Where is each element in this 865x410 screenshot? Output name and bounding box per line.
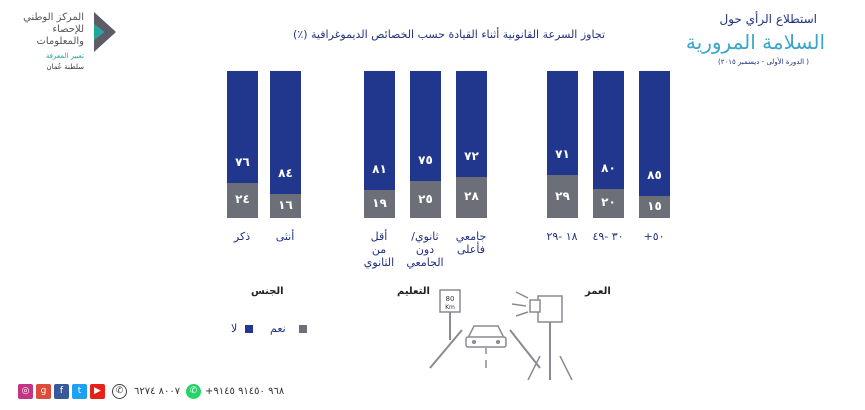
bar-stack: ٧٦ ٢٤ (227, 71, 258, 218)
legend-label-yes: نعم (270, 322, 286, 335)
data-label-no: ٧١ (555, 147, 570, 162)
data-label-yes: ٢٨ (464, 189, 479, 204)
bar-segment-yes (270, 194, 301, 218)
logo-tagline: تعبير المعرفة (45, 52, 84, 60)
bar-stack: ٨٠ ٢٠ (593, 71, 624, 218)
data-label-yes: ٢٠ (601, 195, 616, 210)
instagram-icon[interactable]: ◎ (18, 384, 33, 399)
bar-stack: ٨٤ ١٦ (270, 71, 301, 218)
data-label-no: ٧٥ (418, 153, 433, 168)
survey-title: استطلاع الرأي حول (719, 12, 817, 26)
group-label-age: العمر (585, 286, 611, 297)
logo-org-name: المركز الوطني للإحصاء والمعلومات (23, 12, 84, 47)
bar-segment-yes (593, 188, 624, 218)
speed-limit-value: 80 (446, 295, 455, 303)
bar-segment-no (227, 71, 258, 183)
whatsapp-number: +٩٦٨ ٩١٤٥٠ ٩١٤٥ (205, 386, 285, 397)
category-label: جامعي فأعلى (455, 230, 487, 256)
category-label: ٥٠+ (643, 230, 665, 243)
bar-segment-no (639, 71, 670, 196)
data-label-no: ٨١ (372, 162, 387, 177)
bar-segment-yes (547, 175, 578, 218)
data-label-no: ٨٤ (278, 166, 293, 181)
road-illustration: 80 Km (429, 289, 573, 381)
legend-swatch-yes (299, 325, 307, 333)
legend-label-no: لا (231, 322, 238, 335)
youtube-icon[interactable]: ▶ (90, 384, 105, 399)
category-label: ٣٠ -٤٩ (592, 230, 624, 243)
category-label: ١٨ -٢٩ (546, 230, 578, 243)
category-label: أنثى (275, 230, 295, 243)
bar-segment-no (410, 71, 441, 182)
bar-segment-yes (364, 190, 395, 218)
twitter-icon[interactable]: t (72, 384, 87, 399)
legend-swatch-no (245, 325, 253, 333)
category-label: أقل من الثانوي (363, 230, 395, 269)
data-label-no: ٧٦ (235, 154, 250, 169)
data-label-yes: ١٦ (278, 198, 293, 213)
bar-segment-yes (227, 182, 258, 218)
data-label-yes: ١٥ (647, 198, 662, 213)
facebook-icon[interactable]: f (54, 384, 69, 399)
data-label-no: ٧٢ (464, 148, 479, 163)
bar-segment-yes (639, 195, 670, 218)
group-label-education: التعليم (397, 286, 430, 297)
data-label-yes: ٢٤ (235, 192, 250, 207)
whatsapp-icon: ✆ (186, 384, 201, 399)
data-label-yes: ٢٥ (418, 191, 433, 206)
bar-segment-yes (456, 176, 487, 218)
bar-segment-no (456, 71, 487, 177)
survey-subject: السلامة المرورية (685, 30, 825, 54)
speed-limit-unit: Km (445, 304, 455, 311)
google-plus-icon[interactable]: g (36, 384, 51, 399)
category-label: ذكر (233, 230, 251, 243)
phone-icon: ✆ (112, 384, 127, 399)
survey-edition: ( الدورة الأولى - ديسمبر ٢٠١٥) (718, 58, 809, 66)
data-label-yes: ٢٩ (555, 188, 570, 203)
group-label-gender: الجنس (251, 286, 284, 297)
data-label-yes: ١٩ (372, 196, 387, 211)
data-label-no: ٨٥ (647, 167, 662, 182)
bar-stack: ٧١ ٢٩ (547, 71, 578, 218)
bar-stack: ٨٥ ١٥ (639, 71, 670, 218)
logo-country: سلطنة عُمان (46, 63, 84, 71)
data-label-no: ٨٠ (601, 160, 616, 175)
bar-segment-yes (410, 181, 441, 218)
category-label: ثانوي/دون الجامعي (406, 230, 444, 269)
logo-icon (94, 12, 116, 52)
chart-title: تجاوز السرعة القانونية أثناء القيادة حسب… (293, 28, 605, 41)
bar-segment-no (593, 71, 624, 189)
bar-segment-no (270, 71, 301, 195)
bar-stack: ٧٥ ٢٥ (410, 71, 441, 218)
bar-segment-no (364, 71, 395, 191)
bar-segment-no (547, 71, 578, 176)
bar-stack: ٨١ ١٩ (364, 71, 395, 218)
phone-number: ٨٠٠٧ ٦٢٧٤ (134, 386, 181, 397)
bar-stack: ٧٢ ٢٨ (456, 71, 487, 218)
